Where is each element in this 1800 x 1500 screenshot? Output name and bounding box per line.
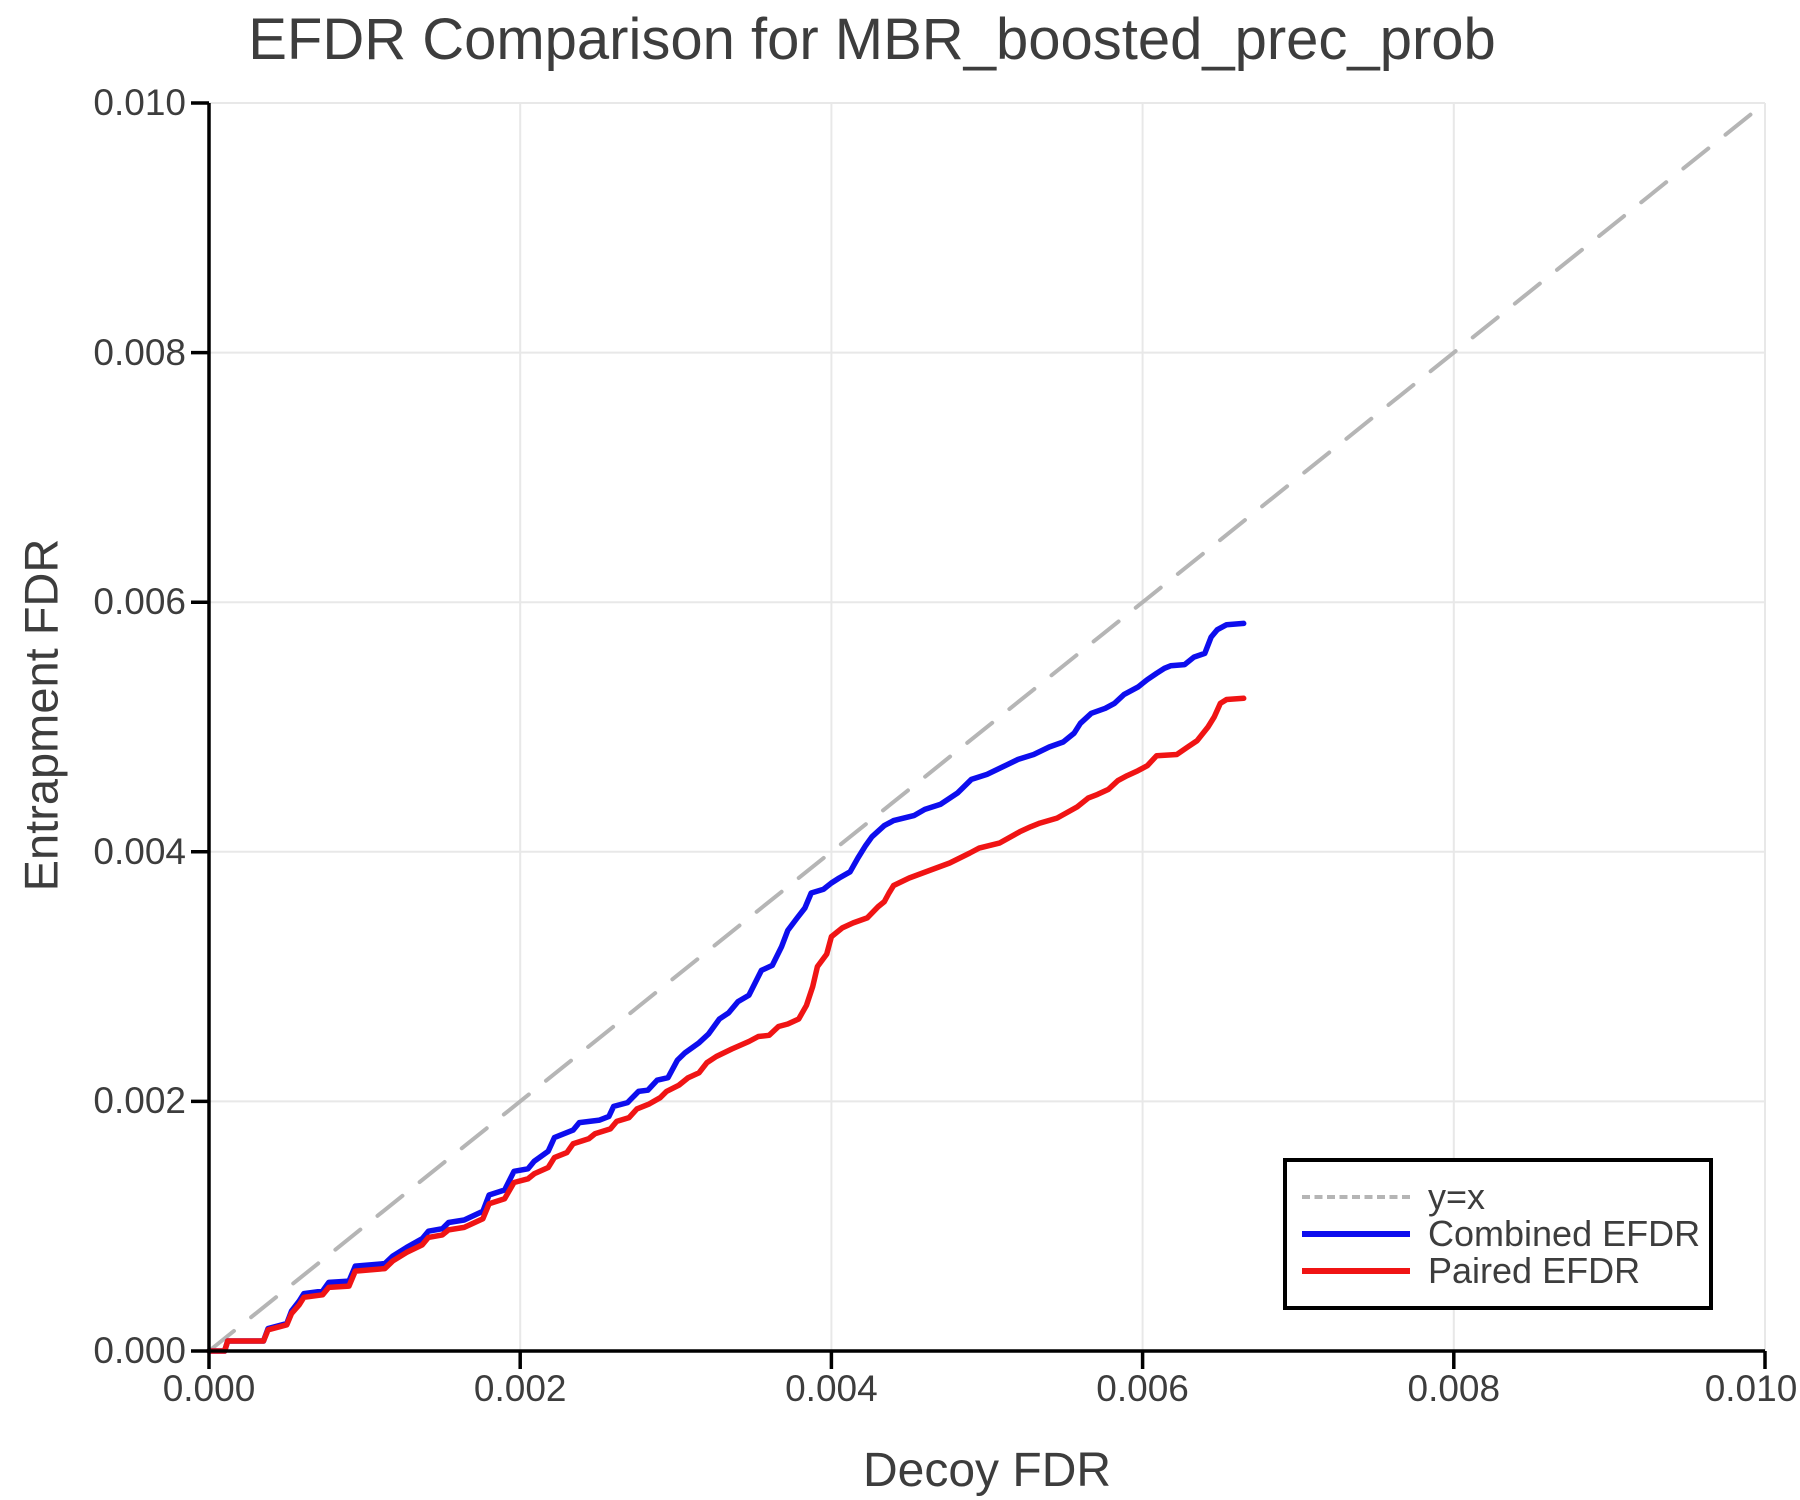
chart-title: EFDR Comparison for MBR_boosted_prec_pro…	[248, 7, 1496, 72]
combined-efdr-line-sample	[1302, 1231, 1410, 1237]
legend-row-paired: Paired EFDR	[1302, 1250, 1709, 1291]
legend-label-combined: Combined EFDR	[1428, 1213, 1701, 1254]
x-tick-label: 0.002	[473, 1368, 567, 1409]
legend-row-identity: y=x	[1302, 1176, 1709, 1217]
legend-label-paired: Paired EFDR	[1428, 1250, 1641, 1291]
identity-line-sample	[1302, 1195, 1410, 1199]
y-tick-label: 0.010	[93, 82, 186, 123]
y-axis-label: Entrapment FDR	[14, 538, 68, 892]
x-tick-label: 0.000	[162, 1368, 256, 1409]
y-tick-label: 0.004	[93, 830, 186, 872]
y-tick-label: 0.008	[93, 331, 186, 373]
y-tick-label: 0.002	[93, 1080, 186, 1122]
x-tick-label: 0.004	[785, 1368, 878, 1409]
x-tick-label: 0.010	[1704, 1368, 1798, 1409]
legend-row-combined: Combined EFDR	[1302, 1213, 1709, 1254]
paired-efdr-line-sample	[1302, 1268, 1410, 1274]
x-tick-label: 0.008	[1407, 1368, 1501, 1409]
x-tick-label: 0.006	[1096, 1368, 1189, 1409]
y-tick-label: 0.006	[93, 581, 186, 623]
paired-efdr-line	[206, 695, 1247, 1354]
combined-efdr-line	[206, 620, 1247, 1354]
y-tick-label: 0.000	[93, 1330, 186, 1371]
legend-label-identity: y=x	[1428, 1176, 1486, 1217]
legend-box: y=x Combined EFDR Paired EFDR	[1283, 1158, 1713, 1310]
identity-line	[207, 101, 1767, 1353]
x-axis-label: Decoy FDR	[862, 1444, 1112, 1497]
